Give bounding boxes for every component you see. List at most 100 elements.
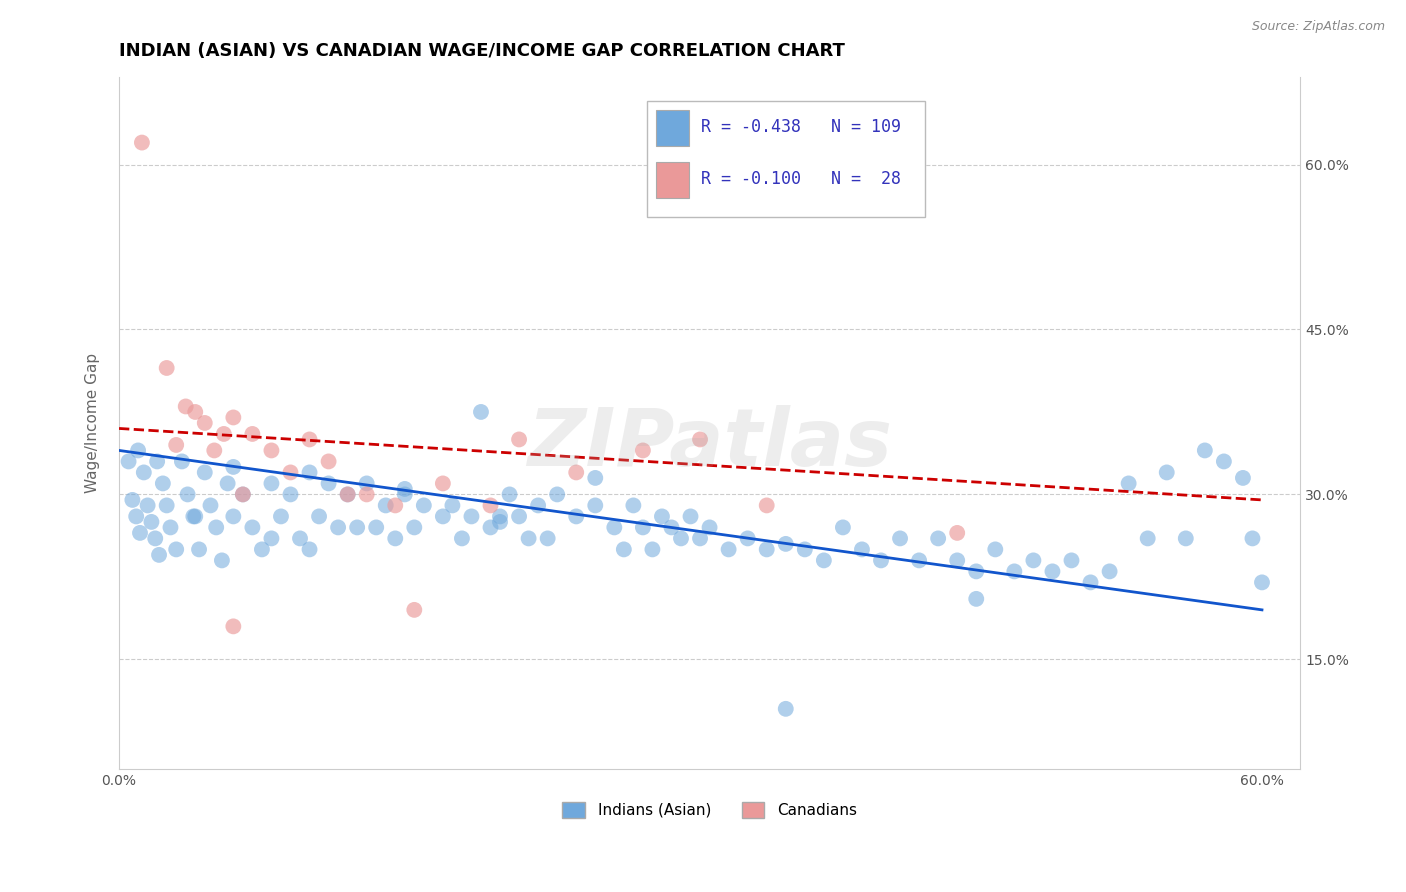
Text: INDIAN (ASIAN) VS CANADIAN WAGE/INCOME GAP CORRELATION CHART: INDIAN (ASIAN) VS CANADIAN WAGE/INCOME G… xyxy=(120,42,845,60)
Point xyxy=(641,542,664,557)
Point xyxy=(661,520,683,534)
Point xyxy=(451,532,474,546)
Point xyxy=(621,499,644,513)
Point xyxy=(508,509,530,524)
Point xyxy=(242,426,264,441)
Point xyxy=(832,520,855,534)
Point xyxy=(546,487,568,501)
Point xyxy=(200,499,222,513)
Point xyxy=(129,525,152,540)
Point xyxy=(260,532,283,546)
Text: R = -0.438   N = 109: R = -0.438 N = 109 xyxy=(702,118,901,136)
Point xyxy=(1060,553,1083,567)
Point xyxy=(432,509,454,524)
Point xyxy=(356,476,378,491)
Point xyxy=(156,361,179,376)
Point xyxy=(356,487,378,501)
Point xyxy=(152,476,174,491)
Point xyxy=(121,492,143,507)
Point xyxy=(318,454,340,468)
Point xyxy=(280,487,302,501)
Point xyxy=(148,548,170,562)
Point xyxy=(131,136,153,150)
Point xyxy=(366,520,388,534)
Point xyxy=(565,466,588,480)
Legend: Indians (Asian), Canadians: Indians (Asian), Canadians xyxy=(557,796,863,824)
Point xyxy=(1194,443,1216,458)
Point xyxy=(631,520,654,534)
Point xyxy=(270,509,292,524)
Point xyxy=(222,509,245,524)
Point xyxy=(689,532,711,546)
Point xyxy=(318,476,340,491)
Point xyxy=(394,487,416,501)
Point xyxy=(1002,565,1025,579)
Point xyxy=(755,499,778,513)
Point xyxy=(170,454,193,468)
Point xyxy=(631,443,654,458)
Point xyxy=(280,466,302,480)
Point xyxy=(813,553,835,567)
Point xyxy=(132,466,155,480)
Point xyxy=(965,565,987,579)
Point xyxy=(159,520,181,534)
Point xyxy=(194,466,217,480)
Point xyxy=(1174,532,1197,546)
Point xyxy=(217,476,239,491)
Point xyxy=(737,532,759,546)
Point xyxy=(984,542,1007,557)
Point xyxy=(651,509,673,524)
Point xyxy=(1241,532,1264,546)
Point xyxy=(232,487,254,501)
Point xyxy=(717,542,740,557)
Point xyxy=(537,532,560,546)
Point xyxy=(184,405,207,419)
Point xyxy=(404,520,426,534)
Point xyxy=(176,487,198,501)
Point xyxy=(793,542,815,557)
Point xyxy=(1156,466,1178,480)
Point xyxy=(174,400,197,414)
Point xyxy=(127,443,149,458)
Point xyxy=(136,499,159,513)
FancyBboxPatch shape xyxy=(657,110,689,146)
Point xyxy=(479,499,502,513)
Point xyxy=(669,532,692,546)
Point xyxy=(117,454,139,468)
Point xyxy=(188,542,211,557)
Point xyxy=(927,532,949,546)
Point xyxy=(146,454,169,468)
Point xyxy=(183,509,205,524)
Point xyxy=(202,443,225,458)
Point xyxy=(384,499,406,513)
Point xyxy=(250,542,273,557)
Point xyxy=(1118,476,1140,491)
Point xyxy=(260,443,283,458)
Y-axis label: Wage/Income Gap: Wage/Income Gap xyxy=(86,353,100,493)
Point xyxy=(946,553,969,567)
Text: ZIPatlas: ZIPatlas xyxy=(527,405,891,483)
Point xyxy=(1098,565,1121,579)
Point xyxy=(222,619,245,633)
Point xyxy=(508,433,530,447)
Point xyxy=(260,476,283,491)
Point xyxy=(194,416,217,430)
Point xyxy=(412,499,434,513)
Point xyxy=(404,603,426,617)
Point xyxy=(775,537,797,551)
Point xyxy=(613,542,636,557)
Point xyxy=(125,509,148,524)
Point xyxy=(242,520,264,534)
Point xyxy=(1136,532,1159,546)
Point xyxy=(1022,553,1045,567)
Point xyxy=(755,542,778,557)
Point xyxy=(298,433,321,447)
Text: R = -0.100   N =  28: R = -0.100 N = 28 xyxy=(702,170,901,188)
Point xyxy=(308,509,330,524)
Point xyxy=(603,520,626,534)
Point xyxy=(1080,575,1102,590)
Point xyxy=(679,509,702,524)
Point xyxy=(326,520,349,534)
Point xyxy=(527,499,550,513)
Point xyxy=(156,499,179,513)
